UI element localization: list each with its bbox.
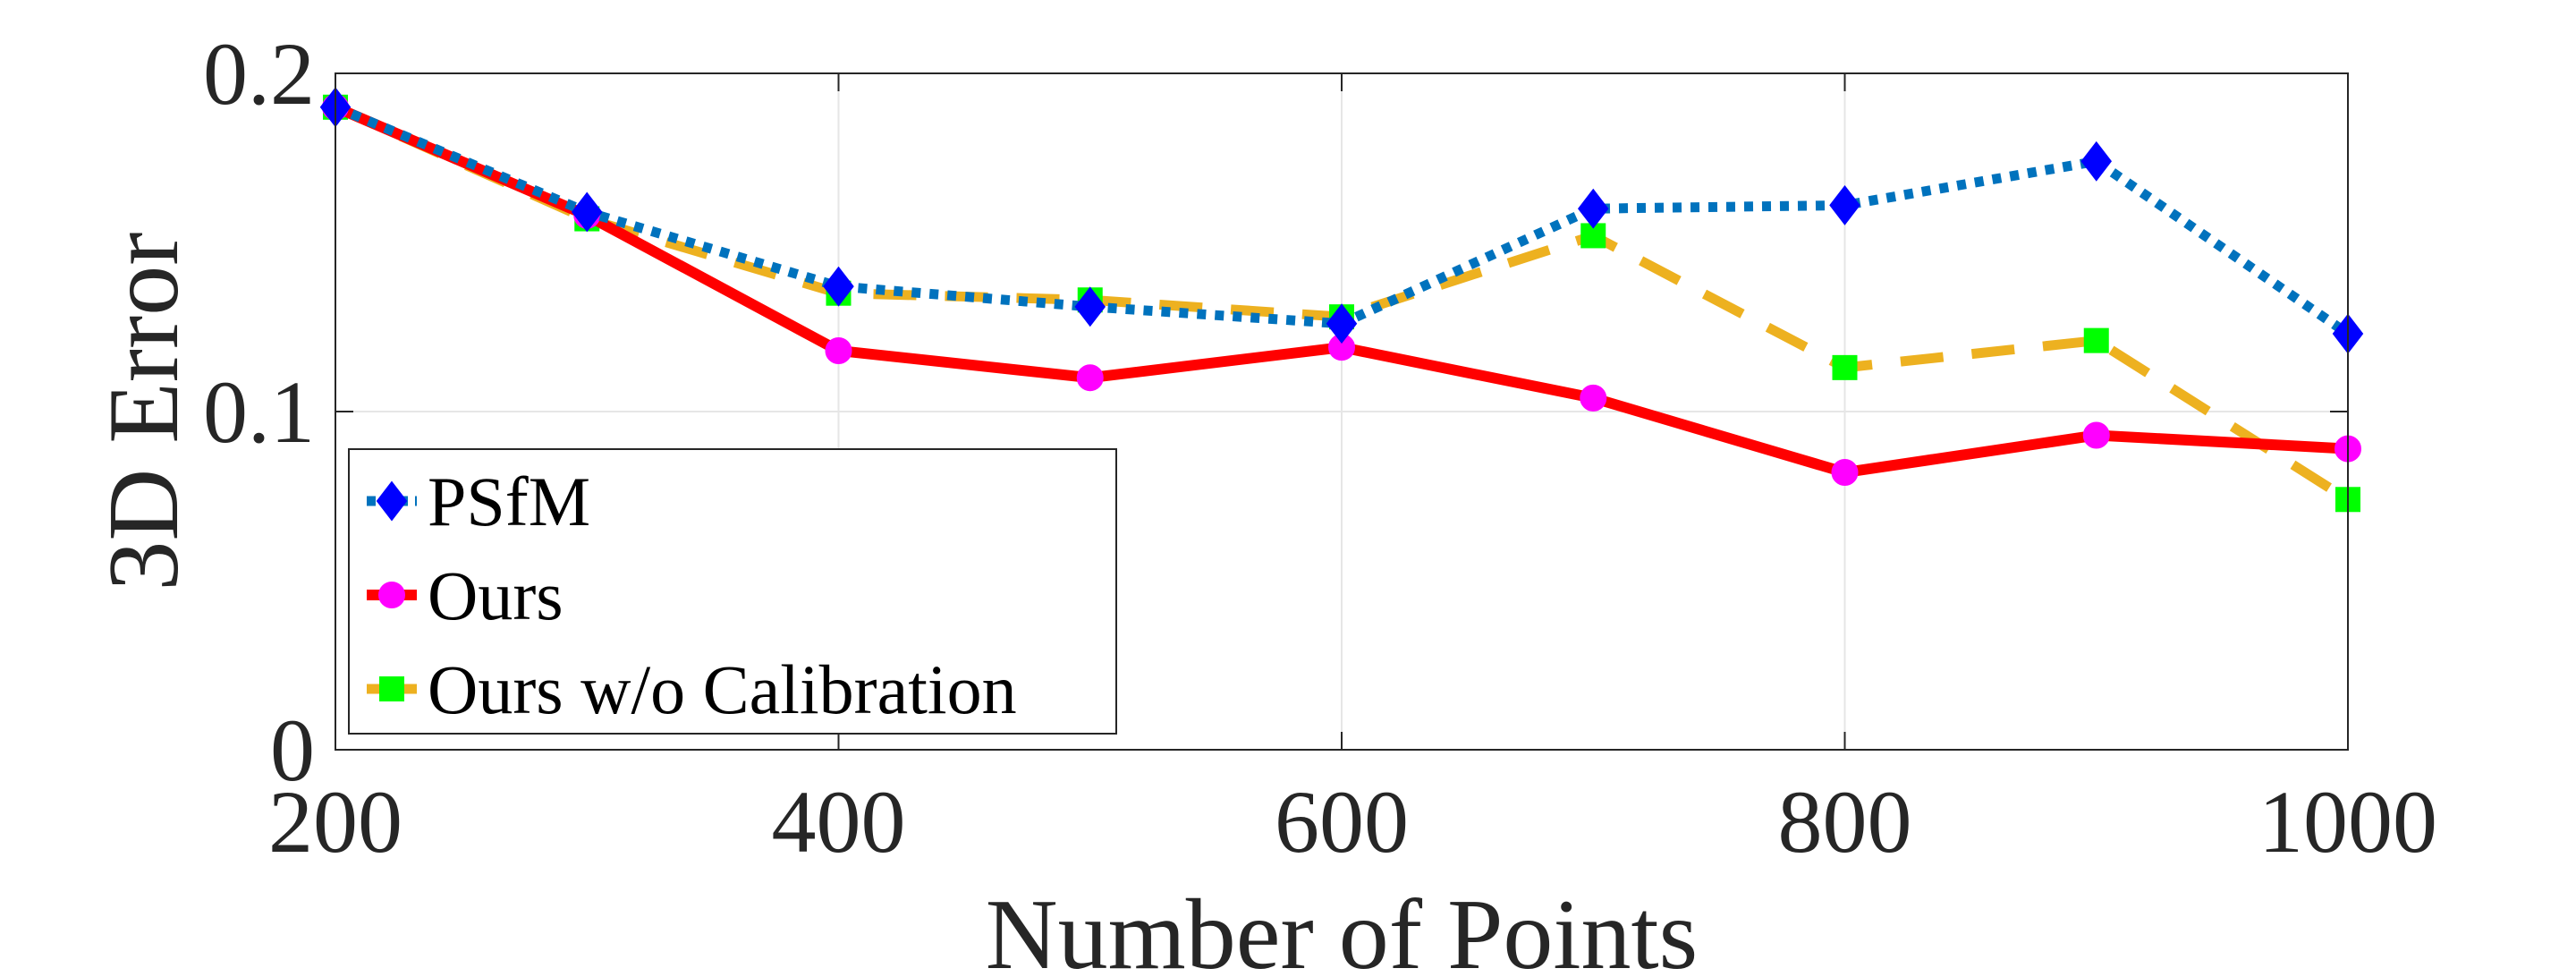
y-tick-label: 0.2 (203, 24, 315, 123)
legend-label: Ours w/o Calibration (428, 650, 1017, 728)
y-axis-label: 3D Error (89, 232, 199, 590)
legend: PSfM Ours Ours w/o Calibration (348, 448, 1117, 735)
data-point (823, 266, 854, 307)
y-tick-label: 0 (270, 701, 315, 800)
legend-entry: Ours (367, 556, 564, 634)
legend-box (348, 448, 1117, 735)
x-tick-label: 600 (1275, 772, 1409, 871)
data-point (1074, 286, 1106, 327)
x-tick-label: 800 (1778, 772, 1912, 871)
x-axis-ticks: 200 400 600 800 1000 (268, 73, 2437, 871)
x-tick-label: 1000 (2258, 772, 2437, 871)
data-point (1832, 354, 1858, 380)
data-point (2083, 327, 2109, 353)
x-tick-label: 200 (268, 772, 402, 871)
data-point (571, 191, 603, 233)
data-point (1577, 188, 1609, 229)
data-point (1326, 303, 1358, 344)
data-point (1580, 384, 1607, 412)
legend-entry: PSfM (367, 463, 590, 540)
legend-label: Ours (428, 556, 564, 634)
legend-marker (379, 676, 404, 701)
data-point (825, 336, 852, 364)
data-point (1076, 364, 1104, 392)
y-axis-ticks: 0 0.1 0.2 (203, 24, 2348, 800)
data-point (1831, 459, 1859, 487)
legend-entry: Ours w/o Calibration (367, 650, 1017, 728)
y-tick-label: 0.1 (203, 362, 315, 462)
legend-label: PSfM (428, 463, 590, 540)
x-axis-label: Number of Points (986, 879, 1698, 977)
data-point (2080, 140, 2113, 182)
legend-marker (376, 480, 408, 522)
data-point (2082, 421, 2110, 449)
x-tick-label: 400 (772, 772, 906, 871)
legend-marker (378, 582, 405, 608)
data-point (1829, 184, 1860, 225)
series-layer (319, 87, 2364, 513)
series-psfm (319, 87, 2364, 354)
